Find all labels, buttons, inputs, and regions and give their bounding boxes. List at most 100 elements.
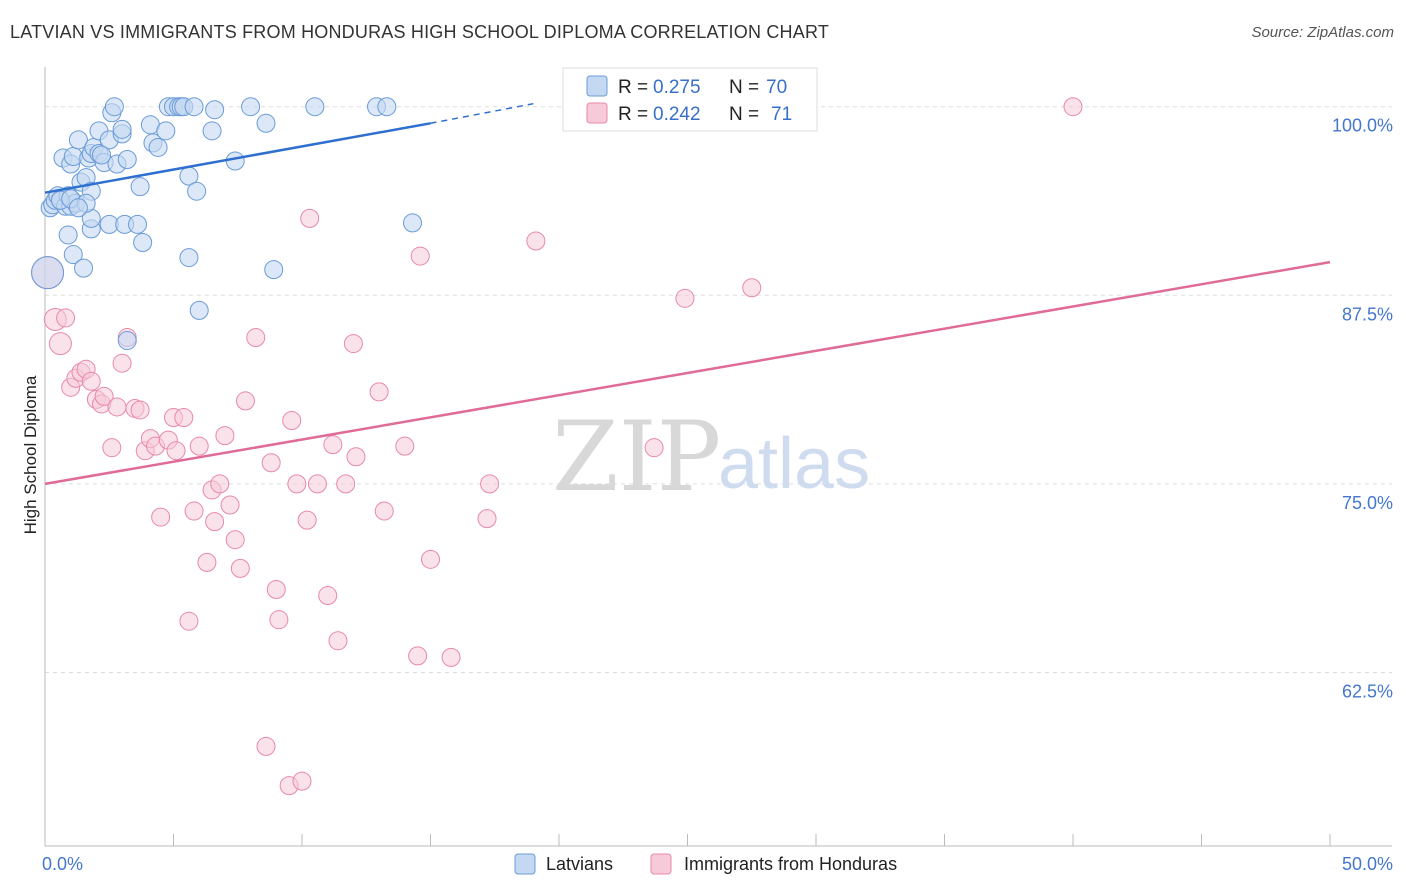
honduras-point [282, 411, 302, 431]
series-honduras-points [31, 97, 1083, 796]
series-latvians-points [31, 97, 423, 351]
bottom-legend-swatch-latvians [514, 853, 536, 875]
chart-title: LATVIAN VS IMMIGRANTS FROM HONDURAS HIGH… [10, 22, 830, 42]
honduras-point [102, 438, 122, 458]
latvians-point [225, 151, 245, 171]
honduras-point [81, 371, 101, 391]
x-tick-label: 0.0% [42, 854, 83, 874]
latvians-point [156, 121, 176, 141]
latvians-point [403, 213, 423, 233]
y-tick-label: 100.0% [1332, 116, 1393, 136]
x-tick-label: 50.0% [1342, 854, 1393, 874]
latvians-trend-line [44, 122, 431, 194]
latvians-point [305, 97, 325, 117]
honduras-point [644, 438, 664, 458]
honduras-point [210, 474, 230, 494]
honduras-point [205, 512, 225, 532]
latvians-point [31, 256, 65, 290]
honduras-point [220, 495, 240, 515]
honduras-point [477, 509, 497, 529]
honduras-point [441, 647, 461, 667]
honduras-point [343, 334, 363, 354]
honduras-point [318, 586, 338, 606]
latvians-point [112, 119, 132, 139]
honduras-point [300, 208, 320, 228]
latvians-point [189, 300, 209, 320]
honduras-point [225, 530, 245, 550]
latvians-point [104, 97, 124, 117]
trend-lines [44, 102, 1331, 486]
honduras-point [112, 353, 132, 373]
source-label: Source: ZipAtlas.com [1251, 24, 1394, 41]
honduras-point [48, 332, 72, 356]
honduras-point [369, 382, 389, 402]
watermark-atlas: atlas [718, 424, 870, 504]
legend-n-label-latvians: N = [729, 77, 759, 98]
y-axis-label: High School Diploma [21, 375, 40, 534]
latvians-point [205, 100, 225, 120]
honduras-point [346, 447, 366, 467]
honduras-point [421, 549, 440, 569]
honduras-point [94, 386, 114, 406]
honduras-point [336, 474, 356, 494]
latvians-point [58, 225, 78, 245]
legend-r-label-latvians: R = [618, 77, 648, 98]
legend-n-label-honduras: N = [729, 104, 759, 125]
watermark-zip: ZIP [552, 401, 721, 513]
honduras-point [675, 288, 695, 308]
honduras-point [297, 510, 317, 530]
honduras-point [256, 736, 276, 756]
legend: R = 0.275 N = 70 R = 0.242 N = 71 [562, 67, 818, 132]
honduras-point [215, 426, 235, 446]
latvians-point [63, 245, 83, 265]
honduras-point [261, 453, 281, 473]
grid-lines [45, 106, 1392, 673]
honduras-point [287, 474, 307, 494]
honduras-point [269, 610, 289, 630]
latvians-point [202, 121, 222, 141]
honduras-point [307, 474, 327, 494]
honduras-point [56, 308, 76, 328]
latvians-point [92, 145, 112, 165]
axes [44, 67, 1392, 847]
latvians-point [130, 177, 150, 197]
latvians-point [184, 97, 204, 117]
honduras-point [1063, 97, 1083, 117]
honduras-point [130, 400, 150, 420]
honduras-point [246, 328, 266, 348]
honduras-point [395, 436, 415, 456]
latvians-point [68, 198, 88, 218]
latvians-point [68, 130, 88, 150]
honduras-point [480, 474, 500, 494]
honduras-point [323, 435, 343, 455]
legend-r-value-latvians: 0.275 [653, 77, 701, 98]
honduras-point [266, 580, 286, 600]
latvians-point [377, 97, 397, 117]
legend-swatch-honduras [586, 102, 608, 124]
legend-r-label-honduras: R = [618, 104, 648, 125]
legend-n-value-latvians: 70 [766, 77, 787, 98]
latvians-point [179, 248, 199, 268]
latvians-point [128, 214, 148, 234]
legend-swatch-latvians [586, 75, 608, 97]
honduras-point [184, 501, 204, 521]
honduras-point [526, 231, 546, 251]
bottom-legend-honduras: Immigrants from Honduras [684, 854, 897, 874]
latvians-point [117, 331, 137, 351]
latvians-point [241, 97, 261, 117]
legend-r-value-honduras: 0.242 [653, 104, 701, 125]
y-tick-label: 75.0% [1342, 493, 1393, 513]
bottom-legend-swatch-honduras [650, 853, 672, 875]
latvians-point [264, 260, 284, 280]
latvians-point [187, 181, 207, 201]
latvians-point [74, 258, 94, 278]
honduras-point [374, 501, 394, 521]
honduras-point [410, 246, 430, 266]
honduras-trend-line [44, 260, 1331, 486]
honduras-point [151, 507, 171, 527]
honduras-point [189, 436, 209, 456]
honduras-point [230, 558, 250, 578]
honduras-point [174, 408, 194, 428]
y-tick-label: 62.5% [1342, 681, 1393, 701]
